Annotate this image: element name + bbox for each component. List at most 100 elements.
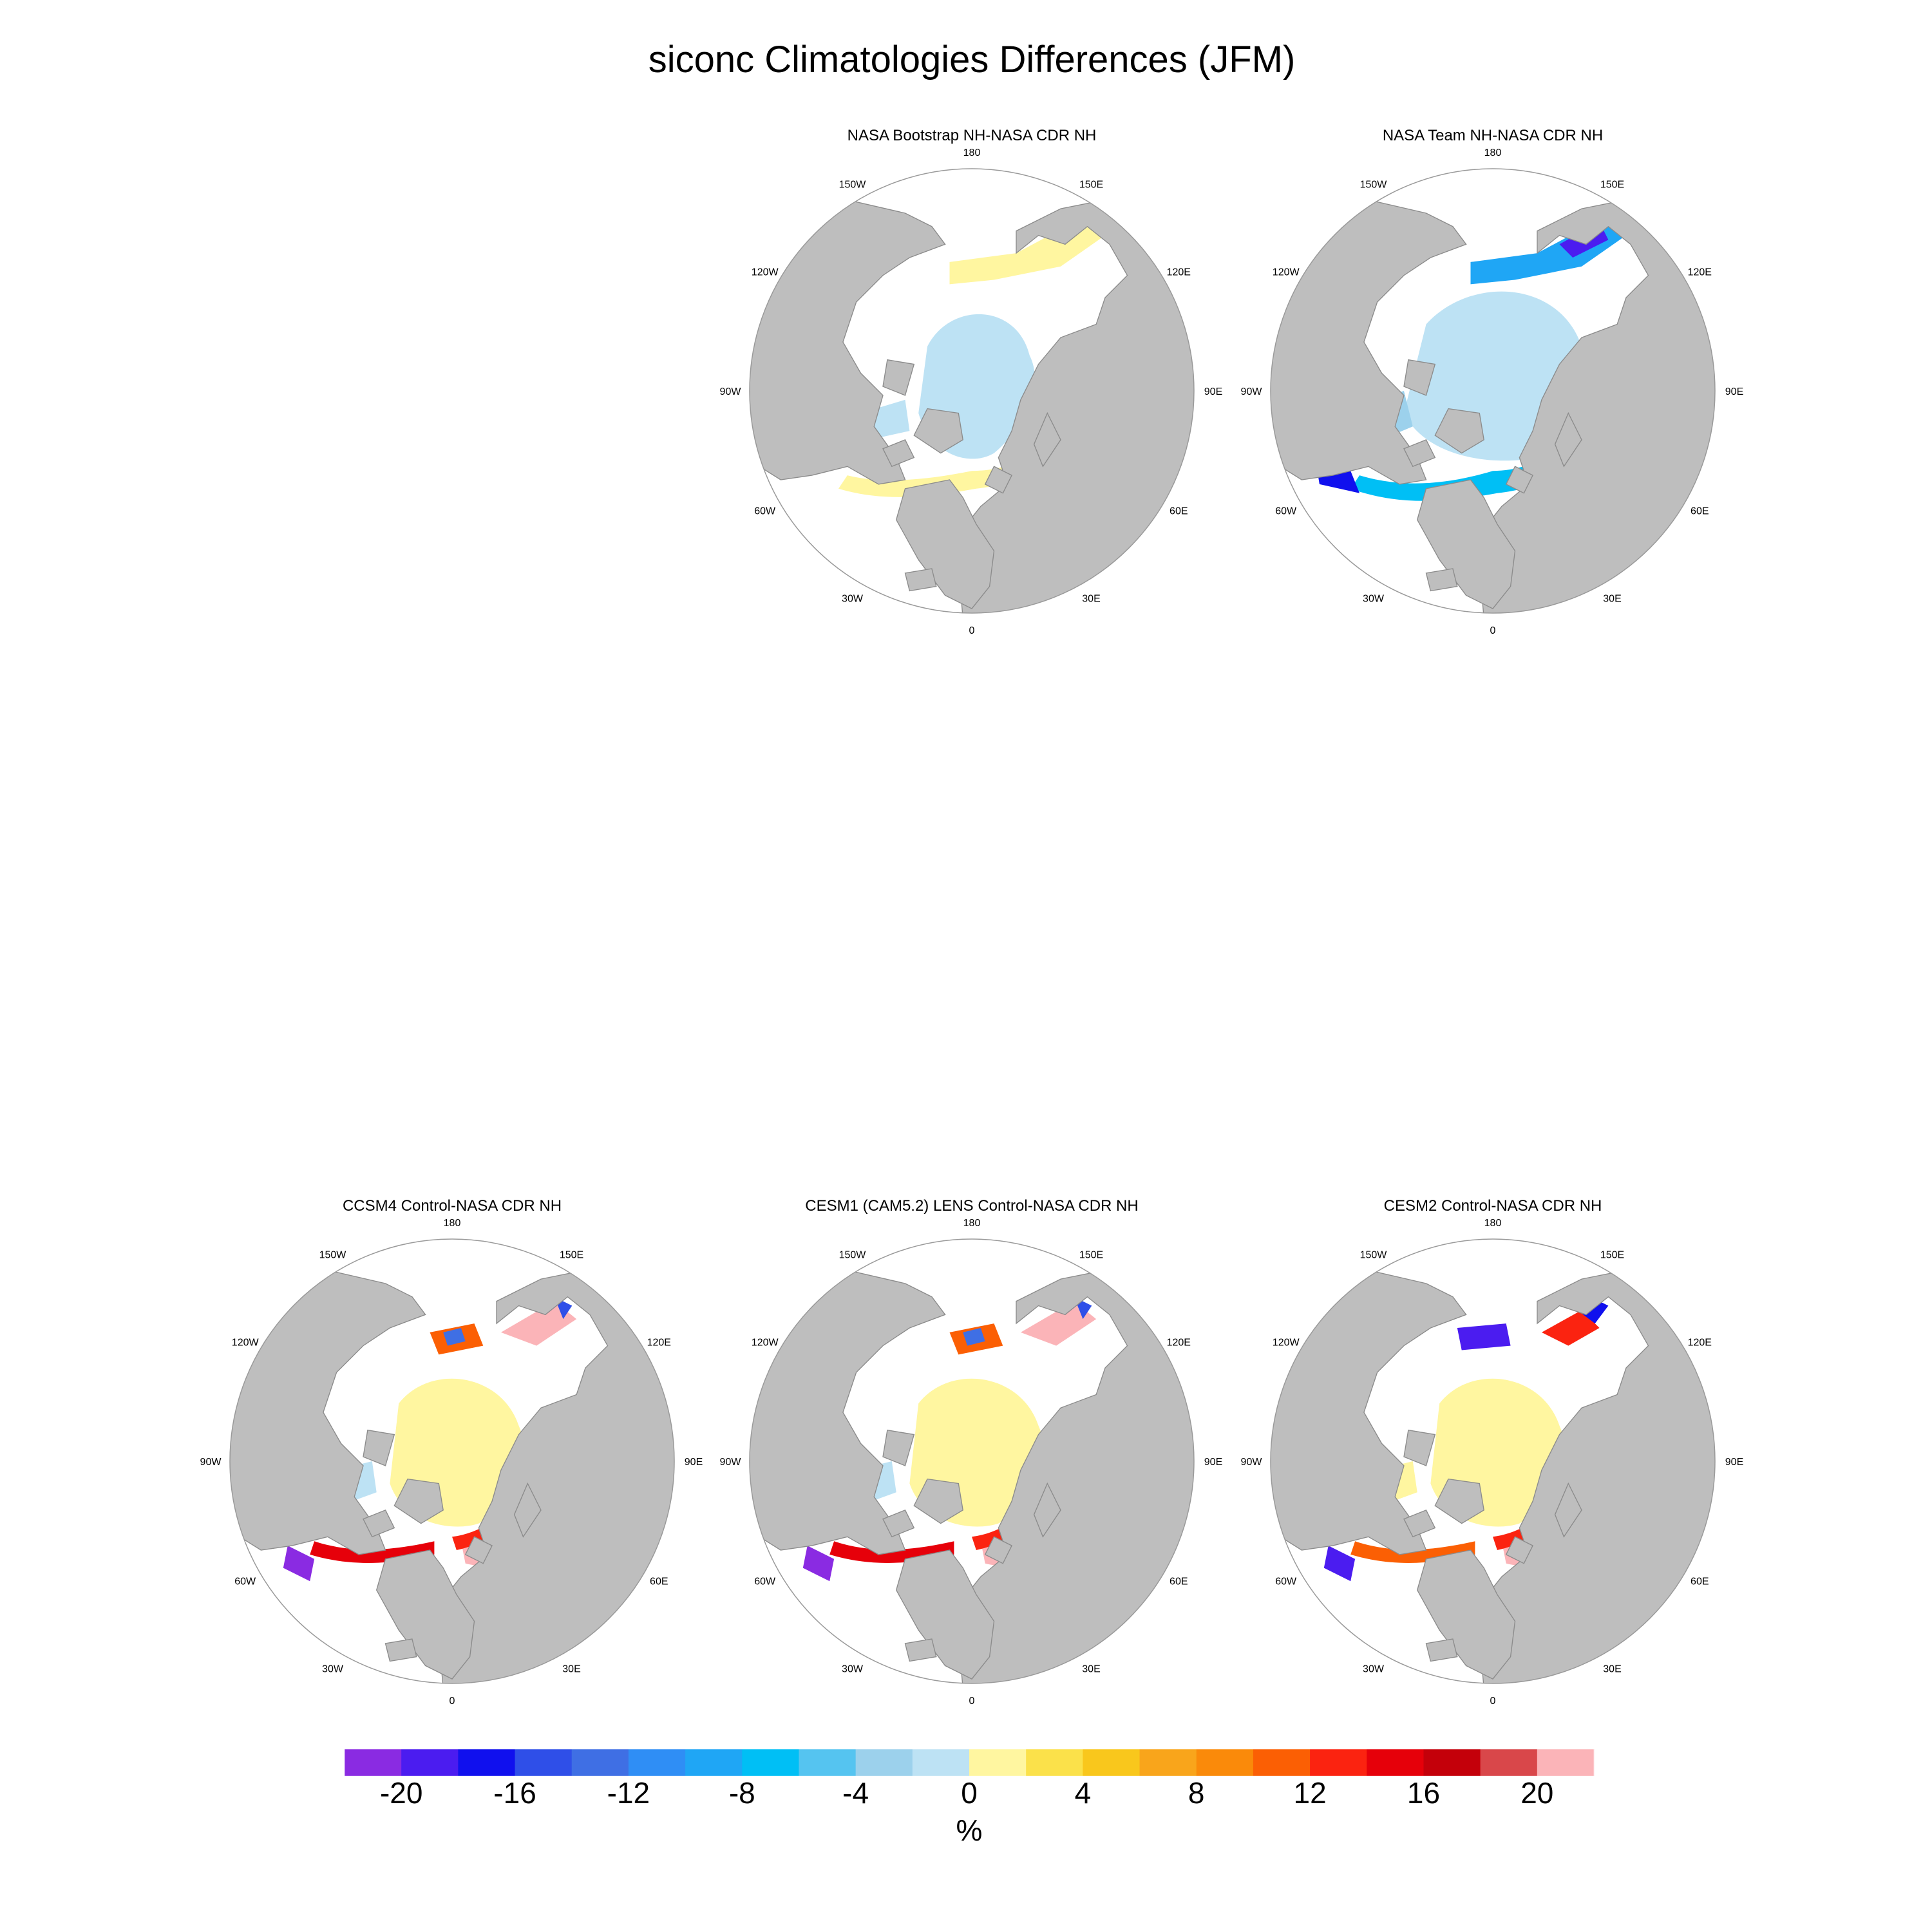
colorbar-swatch: [969, 1749, 1027, 1776]
land-mass: [882, 1429, 915, 1466]
land-mass: [1033, 1482, 1061, 1538]
colorbar-swatch: [1537, 1749, 1595, 1776]
colorbar-swatch: [1139, 1749, 1197, 1776]
colorbar-swatch: [742, 1749, 799, 1776]
longitude-label: 30E: [562, 1663, 580, 1674]
colorbar: -20 -16 -12 -8 -4 0 4 8 12 16 20%: [344, 1748, 1595, 1847]
colorbar-tick-label: 0: [961, 1776, 978, 1810]
land-mass: [1403, 1429, 1436, 1466]
sea-ice-difference-region: [1493, 1470, 1591, 1550]
land-mass: [882, 359, 915, 396]
longitude-label: 30E: [1082, 1663, 1100, 1674]
sea-ice-difference-region: [1323, 1546, 1356, 1582]
colorbar-tick-label: 20: [1520, 1776, 1553, 1810]
longitude-label: 60E: [1690, 506, 1709, 517]
panel-title: NASA Bootstrap NH-NASA CDR NH: [848, 127, 1097, 144]
longitude-label: 120E: [647, 1338, 671, 1349]
map-panel-cesm1: CESM1 (CAM5.2) LENS Control-NASA CDR NH 1…: [720, 1197, 1223, 1707]
land-mass: [1403, 439, 1436, 468]
colorbar-swatch: [685, 1749, 743, 1776]
colorbar-swatch: [1083, 1749, 1141, 1776]
sea-ice-difference-region: [1020, 1301, 1097, 1346]
sea-ice-difference-region: [1457, 1323, 1511, 1350]
land-mass: [1425, 568, 1458, 592]
map-border: [229, 1238, 675, 1684]
map-border: [1270, 1238, 1716, 1684]
colorbar-swatch: [458, 1749, 516, 1776]
longitude-label: 180: [963, 1218, 981, 1229]
sea-ice-difference-region: [1541, 1310, 1600, 1346]
colorbar-tick-label: 4: [1075, 1776, 1092, 1810]
colorbar-swatch: [345, 1749, 402, 1776]
colorbar-swatch: [1196, 1749, 1254, 1776]
longitude-label: 60W: [754, 506, 776, 517]
land-mass: [904, 568, 937, 592]
longitude-label: 30E: [1082, 593, 1100, 604]
sea-ice-difference-region: [802, 1546, 835, 1582]
longitude-label: 90W: [1241, 1457, 1263, 1468]
map-panel-cesm2: CESM2 Control-NASA CDR NH 180 150E 120E 90E 6…: [1241, 1197, 1744, 1707]
land-mass: [984, 466, 1013, 494]
map-panel-team: NASA Team NH-NASA CDR NH 180 150E 120E 90E 60…: [1241, 127, 1744, 636]
longitude-label: 30W: [1363, 1663, 1385, 1674]
longitude-label: 30W: [842, 593, 864, 604]
map-border: [749, 168, 1195, 614]
colorbar-swatch: [912, 1749, 970, 1776]
longitude-label: 120W: [752, 267, 779, 278]
sea-ice-difference-region: [963, 1328, 985, 1346]
longitude-label: 180: [1484, 1218, 1502, 1229]
colorbar-swatch: [1367, 1749, 1424, 1776]
longitude-label: 150E: [560, 1250, 583, 1261]
sea-ice-difference-region: [283, 1546, 315, 1582]
colorbar-swatch: [401, 1749, 459, 1776]
land-mass: [1505, 1536, 1534, 1564]
longitude-label: 120W: [1273, 1338, 1300, 1349]
longitude-label: 60E: [1170, 1577, 1188, 1587]
map-panels: NASA Bootstrap NH-NASA CDR NH 180 150E 120E…: [200, 127, 1744, 1707]
land-mass: [1033, 412, 1061, 468]
colorbar-tick-label: 12: [1294, 1776, 1327, 1810]
panel-title: CESM2 Control-NASA CDR NH: [1384, 1197, 1602, 1215]
longitude-label: 120E: [1688, 267, 1712, 278]
land-mass: [384, 1638, 417, 1662]
longitude-label: 0: [969, 625, 975, 636]
land-mass: [904, 1638, 937, 1662]
longitude-label: 150E: [1079, 1250, 1103, 1261]
longitude-label: 60W: [1275, 506, 1297, 517]
map-panel-bootstrap: NASA Bootstrap NH-NASA CDR NH 180 150E 120E…: [720, 127, 1223, 636]
longitude-label: 180: [963, 147, 981, 158]
land-mass: [363, 1510, 395, 1538]
colorbar-swatch: [571, 1749, 629, 1776]
map-border: [749, 1238, 1195, 1684]
longitude-label: 150W: [1360, 1250, 1388, 1261]
longitude-label: 180: [444, 1218, 461, 1229]
longitude-label: 150W: [839, 180, 867, 191]
longitude-label: 90E: [1204, 386, 1222, 397]
colorbar-swatch: [1423, 1749, 1481, 1776]
longitude-label: 0: [1490, 1696, 1496, 1707]
colorbar-swatch: [1253, 1749, 1311, 1776]
colorbar-units: %: [956, 1814, 983, 1847]
figure-title: siconc Climatologies Differences (JFM): [649, 39, 1296, 80]
land-mass: [464, 1536, 493, 1564]
longitude-label: 60E: [650, 1577, 668, 1587]
longitude-label: 120W: [232, 1338, 260, 1349]
colorbar-swatch: [1026, 1749, 1083, 1776]
land-mass: [1554, 412, 1582, 468]
colorbar-tick-label: -20: [380, 1776, 422, 1810]
longitude-label: 150E: [1079, 180, 1103, 191]
land-mass: [1425, 1638, 1458, 1662]
longitude-label: 90E: [685, 1457, 703, 1468]
longitude-label: 90W: [1241, 386, 1263, 397]
longitude-label: 60E: [1690, 1577, 1709, 1587]
longitude-label: 150E: [1600, 1250, 1624, 1261]
longitude-label: 60W: [234, 1577, 256, 1587]
land-mass: [1416, 1549, 1516, 1680]
longitude-label: 120E: [1167, 267, 1191, 278]
longitude-label: 120E: [1688, 1338, 1712, 1349]
longitude-label: 30W: [842, 1663, 864, 1674]
longitude-label: 60W: [1275, 1577, 1297, 1587]
land-mass: [1434, 1478, 1484, 1524]
longitude-label: 0: [450, 1696, 455, 1707]
